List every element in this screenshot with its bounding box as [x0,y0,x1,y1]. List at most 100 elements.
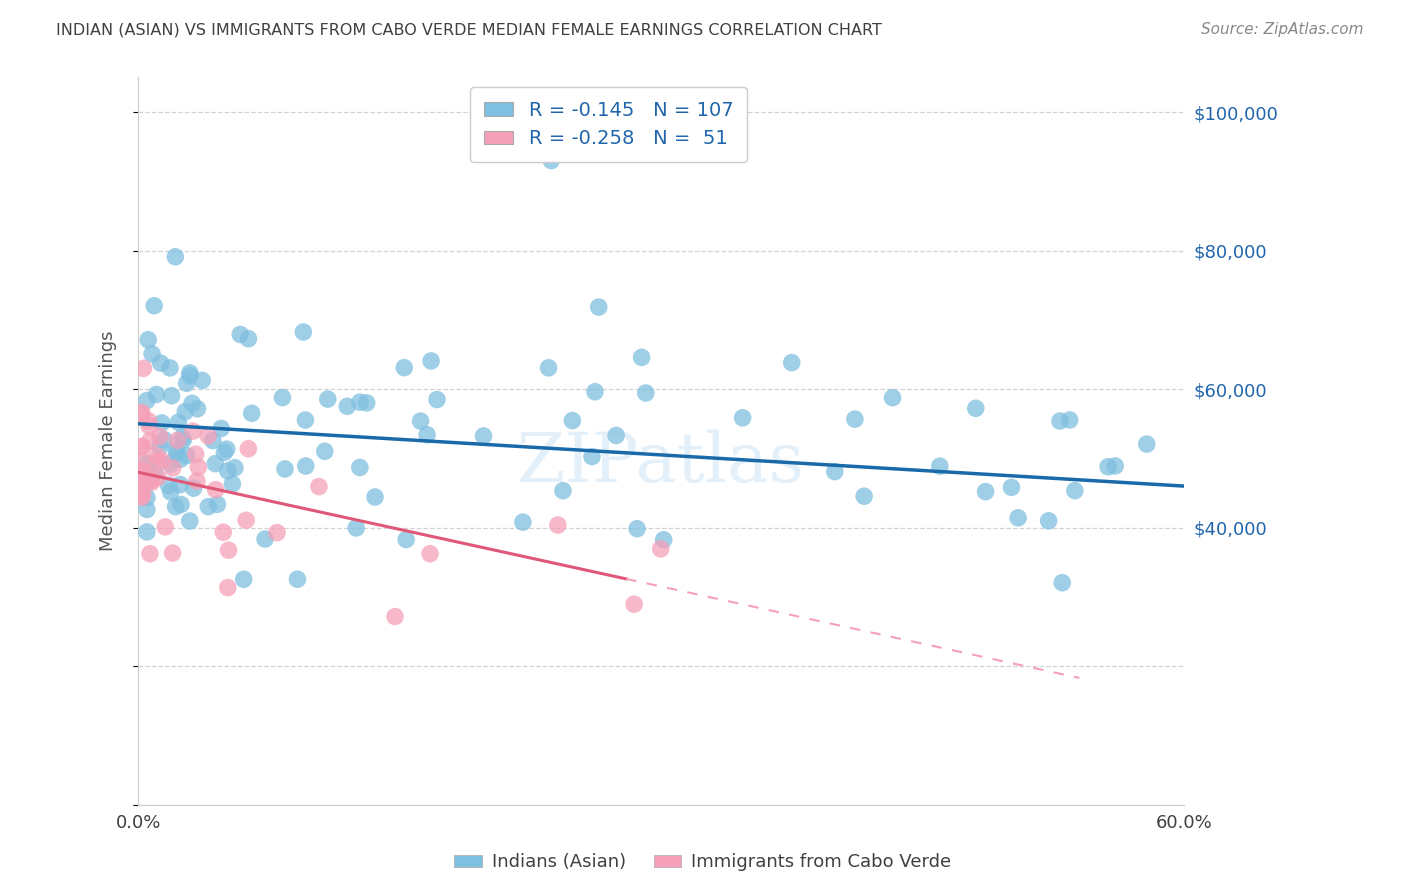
Point [153,520,176,534]
Point [384,609,406,624]
Point [150,416,173,430]
Point [224,460,246,475]
Point [162,546,184,560]
Point [131,408,153,422]
Point [218,543,240,558]
Point [308,480,330,494]
Point [512,515,534,529]
Point [287,572,309,586]
Point [204,483,226,497]
Point [136,475,159,489]
Text: INDIAN (ASIAN) VS IMMIGRANTS FROM CABO VERDE MEDIAN FEMALE EARNINGS CORRELATION : INDIAN (ASIAN) VS IMMIGRANTS FROM CABO V… [56,22,882,37]
Point [132,464,155,478]
Point [364,490,387,504]
Point [537,360,560,375]
Point [1049,414,1071,428]
Point [974,484,997,499]
Point [1136,437,1159,451]
Point [145,449,167,463]
Point [731,410,754,425]
Point [197,429,219,443]
Point [395,533,418,547]
Point [149,356,172,370]
Point [159,485,181,500]
Point [131,480,153,494]
Point [181,396,204,410]
Point [634,386,657,401]
Point [420,354,443,368]
Point [581,450,603,464]
Point [274,462,297,476]
Point [294,413,316,427]
Point [143,299,166,313]
Point [254,532,277,546]
Point [131,405,153,419]
Point [162,461,184,475]
Point [135,393,157,408]
Point [238,442,260,456]
Point [179,366,201,380]
Point [139,434,162,448]
Point [217,464,239,478]
Point [174,404,197,418]
Point [316,392,339,406]
Point [561,414,583,428]
Point [294,458,316,473]
Point [141,347,163,361]
Point [157,478,180,492]
Point [165,250,187,264]
Point [583,384,606,399]
Text: Source: ZipAtlas.com: Source: ZipAtlas.com [1201,22,1364,37]
Point [623,597,645,611]
Point [159,360,181,375]
Point [149,429,172,443]
Point [166,434,188,448]
Point [138,467,160,481]
Point [209,421,232,435]
Point [172,431,194,445]
Point [139,547,162,561]
Point [882,391,904,405]
Point [314,444,336,458]
Y-axis label: Median Female Earnings: Median Female Earnings [100,331,117,551]
Point [336,399,359,413]
Point [214,445,236,459]
Point [207,497,229,511]
Point [138,418,160,433]
Point [229,327,252,342]
Point [853,489,876,503]
Point [159,457,181,471]
Point [138,414,160,428]
Point [292,325,315,339]
Point [181,424,204,438]
Point [191,373,214,387]
Point [1059,413,1081,427]
Point [131,488,153,502]
Point [186,401,208,416]
Point [409,414,432,428]
Point [169,452,191,467]
Point [160,389,183,403]
Point [605,428,627,442]
Point [146,454,169,468]
Point [824,465,846,479]
Point [1050,575,1073,590]
Point [630,351,652,365]
Point [652,533,675,547]
Point [232,572,254,586]
Point [131,485,153,500]
Point [349,395,371,409]
Point [169,477,191,491]
Point [1007,511,1029,525]
Point [238,332,260,346]
Point [131,463,153,477]
Point [394,360,416,375]
Point [135,491,157,505]
Point [217,581,239,595]
Point [183,481,205,495]
Point [131,440,153,454]
Point [176,449,198,463]
Point [135,524,157,539]
Point [131,439,153,453]
Point [139,474,162,488]
